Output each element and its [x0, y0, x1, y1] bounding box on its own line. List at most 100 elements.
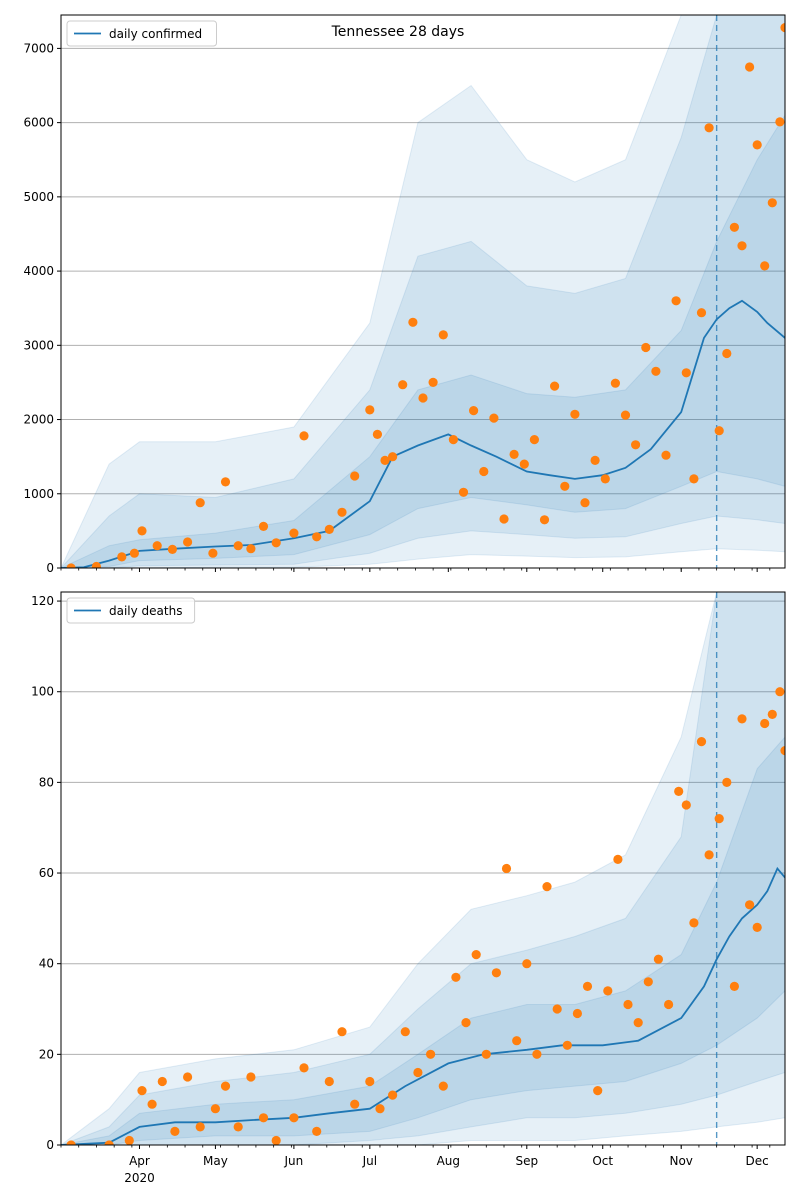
data-point [671, 296, 681, 306]
data-point [388, 1090, 398, 1100]
data-point [208, 548, 218, 558]
data-point [183, 1072, 193, 1082]
data-point [91, 561, 101, 568]
y-tick-label: 60 [39, 866, 54, 880]
data-point [593, 1086, 603, 1096]
data-point [580, 498, 590, 508]
uncertainty-band [61, 592, 785, 1145]
x-tick-label: May [203, 1154, 228, 1168]
data-point [312, 1126, 322, 1136]
data-point [603, 986, 613, 996]
data-point [539, 515, 550, 525]
uncertainty-band [61, 736, 785, 1145]
x-tick-label: Jun [284, 1154, 304, 1168]
data-point [501, 863, 512, 874]
y-tick-label: 120 [31, 594, 54, 608]
data-point [623, 999, 633, 1010]
data-point [289, 528, 299, 538]
data-point [689, 918, 699, 928]
data-point [129, 548, 139, 558]
data-point [210, 1104, 220, 1114]
data-point [689, 474, 699, 484]
data-point [324, 1076, 334, 1087]
legend-box [66, 20, 217, 47]
legend-label: daily confirmed [109, 27, 202, 41]
data-point [428, 377, 438, 387]
data-point [289, 1113, 299, 1123]
legend: daily deaths [66, 597, 196, 624]
x-tick-label: Oct [592, 1154, 613, 1168]
uncertainty-band [61, 114, 785, 568]
data-point [418, 393, 428, 403]
x-tick-label: Aug [437, 1154, 460, 1168]
data-point [651, 366, 661, 376]
data-point [722, 777, 732, 788]
data-point [438, 330, 448, 340]
y-tick-label: 80 [39, 775, 54, 789]
data-point [157, 1076, 167, 1087]
data-point [491, 968, 501, 978]
median-line [61, 299, 785, 568]
data-point [469, 406, 479, 416]
confirmed-chart: 0 1000 2000 3000 4000 5000 6000 7000 daily confi… [23, 14, 786, 575]
axes-frame [60, 591, 786, 1146]
data-point [696, 308, 707, 318]
data-point [729, 222, 740, 232]
data-point [124, 1135, 134, 1145]
data-point [398, 380, 408, 390]
data-point [600, 474, 610, 484]
y-tick-label: 5000 [23, 190, 54, 204]
data-point [246, 544, 256, 554]
uncertainty-band [61, 15, 785, 568]
data-point [752, 922, 762, 933]
data-point [681, 800, 691, 810]
data-point [258, 521, 269, 532]
data-point [220, 477, 231, 487]
data-point [337, 507, 347, 517]
data-point [413, 1067, 423, 1078]
deaths-chart: 0 20 40 60 80 100 120 Apr 2020 May Jun Jul Aug Sep Oct… [31, 591, 786, 1185]
data-point [550, 381, 560, 391]
data-point [375, 1104, 385, 1114]
data-point [729, 981, 740, 992]
x-tick-label: Dec [746, 1154, 769, 1168]
data-point [137, 526, 147, 536]
data-point [529, 435, 540, 445]
data-point [324, 524, 334, 535]
data-point [767, 709, 777, 720]
data-point [509, 449, 519, 459]
data-point [337, 1027, 347, 1037]
plot-area [61, 592, 785, 1145]
data-point [479, 466, 489, 477]
data-point [714, 426, 724, 436]
data-point [737, 714, 747, 724]
data-point [271, 538, 281, 548]
axes-frame [60, 14, 786, 569]
data-point [620, 410, 631, 420]
data-point [722, 348, 732, 359]
y-tick-label: 20 [39, 1047, 54, 1061]
data-point [704, 123, 714, 133]
x-tick-label: Nov [669, 1154, 692, 1168]
data-point [641, 342, 651, 353]
data-point [489, 413, 499, 423]
data-point [365, 1076, 375, 1087]
y-tick-label: 40 [39, 957, 54, 971]
data-point [183, 537, 193, 547]
data-point [643, 977, 653, 987]
data-point [613, 854, 623, 865]
median-line [61, 866, 785, 1145]
data-point [195, 1122, 205, 1132]
data-point [532, 1049, 542, 1059]
y-tick-label: 0 [46, 561, 54, 575]
data-point [572, 1008, 583, 1019]
x-tick-label: Sep [515, 1154, 538, 1168]
x-tick-label: Apr [129, 1154, 150, 1168]
data-point [246, 1072, 256, 1082]
data-point [681, 368, 691, 378]
data-point [745, 900, 755, 910]
data-point [737, 241, 747, 251]
data-point [448, 435, 458, 445]
x-tick-label: Jul [362, 1154, 377, 1168]
y-tick-label: 6000 [23, 116, 54, 130]
